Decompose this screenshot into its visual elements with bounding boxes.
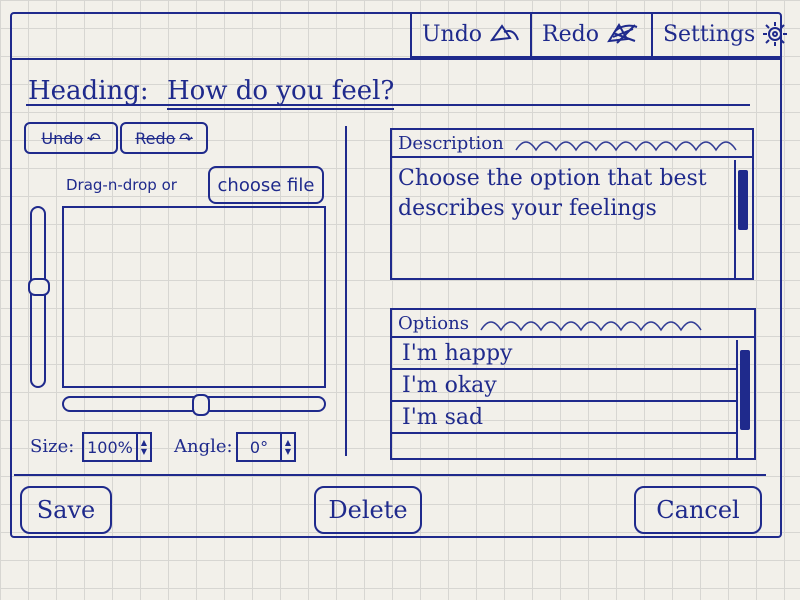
top-settings-button[interactable]: Settings (653, 12, 799, 56)
editor-undo-button[interactable]: Undo ↶ (24, 122, 118, 154)
cancel-button[interactable]: Cancel (634, 486, 762, 534)
options-title-bar: Options (392, 310, 754, 338)
heading-divider (26, 104, 750, 106)
top-toolbar: Undo Redo Settings (410, 12, 780, 58)
undo-arrow-icon: ↶ (87, 129, 100, 148)
options-title: Options (398, 313, 469, 334)
description-text[interactable]: Choose the option that best describes yo… (392, 158, 752, 230)
options-panel: Options I'm happy I'm okay I'm sad (390, 308, 756, 460)
heading-label: Heading: (28, 76, 149, 106)
vertical-slider[interactable] (30, 206, 46, 388)
drag-label: Drag-n-drop or (66, 176, 177, 194)
image-drop-area[interactable] (62, 206, 326, 388)
redo-icon (605, 19, 641, 49)
redo-arrow-icon: ↷ (179, 129, 192, 148)
top-redo-button[interactable]: Redo (532, 12, 653, 56)
angle-stepper-arrows[interactable]: ▲ ▼ (280, 434, 294, 460)
horizontal-slider[interactable] (62, 396, 326, 412)
description-title-bar: Description (392, 130, 752, 158)
top-undo-button[interactable]: Undo (412, 12, 532, 56)
editor-redo-label: Redo (135, 129, 175, 148)
angle-stepper[interactable]: 0° ▲ ▼ (236, 432, 296, 462)
size-stepper-arrows[interactable]: ▲ ▼ (136, 434, 150, 460)
editor-undo-label: Undo (41, 129, 83, 148)
delete-button[interactable]: Delete (314, 486, 422, 534)
angle-value: 0° (238, 438, 280, 457)
size-label: Size: (30, 436, 74, 457)
footer-divider (14, 474, 766, 476)
option-happy[interactable]: I'm happy (392, 338, 738, 370)
size-stepper[interactable]: 100% ▲ ▼ (82, 432, 152, 462)
header-divider (10, 58, 780, 60)
options-scroll-thumb[interactable] (740, 350, 750, 430)
vertical-slider-knob[interactable] (28, 278, 50, 296)
save-button[interactable]: Save (20, 486, 112, 534)
top-settings-label: Settings (663, 22, 755, 47)
title-bar-hatching (477, 312, 717, 334)
options-scrollbar[interactable] (736, 340, 754, 458)
description-panel: Description Choose the option that best … (390, 128, 754, 280)
top-undo-label: Undo (422, 22, 482, 47)
top-redo-label: Redo (542, 22, 599, 47)
angle-label: Angle: (174, 436, 233, 457)
option-sad[interactable]: I'm sad (392, 402, 738, 434)
heading-row: Heading: How do you feel? (28, 76, 394, 106)
size-value: 100% (84, 438, 136, 457)
undo-icon (488, 22, 520, 46)
description-title: Description (398, 133, 504, 154)
description-scrollbar[interactable] (734, 160, 752, 278)
option-okay[interactable]: I'm okay (392, 370, 738, 402)
horizontal-slider-knob[interactable] (192, 394, 210, 416)
options-list: I'm happy I'm okay I'm sad (392, 338, 738, 434)
panel-divider (345, 126, 347, 456)
title-bar-hatching (512, 132, 742, 154)
gear-icon (761, 20, 789, 48)
description-scroll-thumb[interactable] (738, 170, 748, 230)
editor-redo-button[interactable]: Redo ↷ (120, 122, 208, 154)
choose-file-button[interactable]: choose file (208, 166, 324, 204)
